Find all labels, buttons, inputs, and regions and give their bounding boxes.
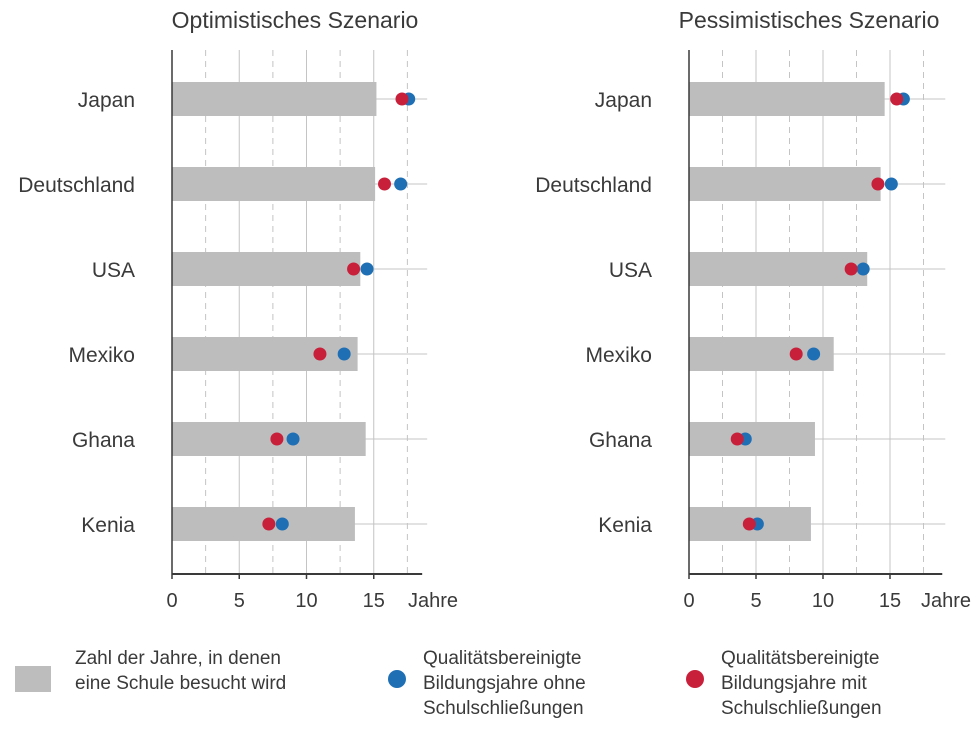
bar-ghana (689, 422, 815, 456)
bar-deutschland (172, 167, 376, 201)
dot-with-closures-japan (395, 92, 409, 106)
category-label-japan: Japan (78, 89, 135, 112)
legend-label-with-closures: Qualitätsbereinigte Bildungsjahre mit Sc… (721, 648, 882, 719)
category-label-usa: USA (609, 259, 652, 282)
legend-item-school-years: Zahl der Jahre, in denen eine Schule bes… (15, 646, 286, 696)
dot-without-closures-ghana (286, 432, 300, 446)
legend-swatch-red (686, 670, 704, 688)
x-axis-label: Jahre (408, 590, 458, 612)
x-tick-label: 5 (234, 590, 245, 612)
category-label-japan: Japan (595, 89, 652, 112)
category-label-deutschland: Deutschland (18, 174, 135, 197)
category-label-ghana: Ghana (589, 429, 652, 452)
legend-swatch-gray (15, 666, 51, 692)
bar-usa (689, 252, 868, 286)
x-tick-label: 5 (750, 590, 761, 612)
bar-mexiko (172, 337, 358, 371)
category-label-mexiko: Mexiko (585, 344, 652, 367)
dot-without-closures-usa (856, 262, 870, 276)
bar-deutschland (689, 167, 881, 201)
x-tick-label: 10 (295, 590, 317, 612)
x-tick-label: 15 (363, 590, 385, 612)
chart-title-pessimistic: Pessimistisches Szenario (679, 7, 940, 33)
category-label-mexiko: Mexiko (68, 344, 135, 367)
x-tick-label: 10 (812, 590, 834, 612)
dot-with-closures-usa (844, 262, 858, 276)
legend-item-with-closures: Qualitätsbereinigte Bildungsjahre mit Sc… (686, 646, 882, 721)
x-tick-label: 15 (879, 590, 901, 612)
dot-with-closures-deutschland (378, 177, 392, 191)
category-label-deutschland: Deutschland (535, 174, 652, 197)
x-tick-label: 0 (166, 590, 177, 612)
dot-without-closures-deutschland (884, 177, 898, 191)
bar-usa (172, 252, 361, 286)
dot-without-closures-kenia (275, 517, 289, 531)
dot-with-closures-kenia (262, 517, 276, 531)
dot-with-closures-kenia (742, 517, 756, 531)
legend-label-school-years: Zahl der Jahre, in denen eine Schule bes… (75, 648, 287, 694)
bar-japan (689, 82, 885, 116)
legend-item-without-closures: Qualitätsbereinigte Bildungsjahre ohne S… (388, 646, 586, 721)
dot-with-closures-deutschland (871, 177, 885, 191)
dot-without-closures-deutschland (394, 177, 408, 191)
chart-title-optimistic: Optimistisches Szenario (172, 7, 419, 33)
dot-with-closures-japan (890, 92, 904, 106)
legend-label-without-closures: Qualitätsbereinigte Bildungsjahre ohne S… (423, 648, 586, 719)
legend-swatch-blue (388, 670, 406, 688)
category-label-usa: USA (92, 259, 135, 282)
legend: Zahl der Jahre, in denen eine Schule bes… (0, 646, 980, 741)
x-tick-label: 0 (683, 590, 694, 612)
category-label-ghana: Ghana (72, 429, 135, 452)
dot-with-closures-ghana (270, 432, 284, 446)
category-label-kenia: Kenia (598, 514, 652, 537)
dot-with-closures-ghana (730, 432, 744, 446)
dot-with-closures-mexiko (789, 347, 803, 361)
dot-with-closures-usa (347, 262, 361, 276)
dot-without-closures-mexiko (337, 347, 351, 361)
dot-with-closures-mexiko (313, 347, 327, 361)
x-axis-label: Jahre (921, 590, 971, 612)
dot-without-closures-mexiko (807, 347, 821, 361)
bar-japan (172, 82, 377, 116)
chart-canvas: Optimistisches Szenario Japan Deutschland U… (18, 7, 971, 612)
bar-ghana (172, 422, 366, 456)
dot-without-closures-usa (360, 262, 374, 276)
category-label-kenia: Kenia (81, 514, 135, 537)
